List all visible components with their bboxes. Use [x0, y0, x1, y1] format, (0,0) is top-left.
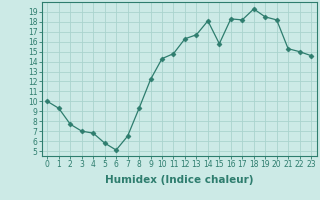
X-axis label: Humidex (Indice chaleur): Humidex (Indice chaleur) — [105, 175, 253, 185]
